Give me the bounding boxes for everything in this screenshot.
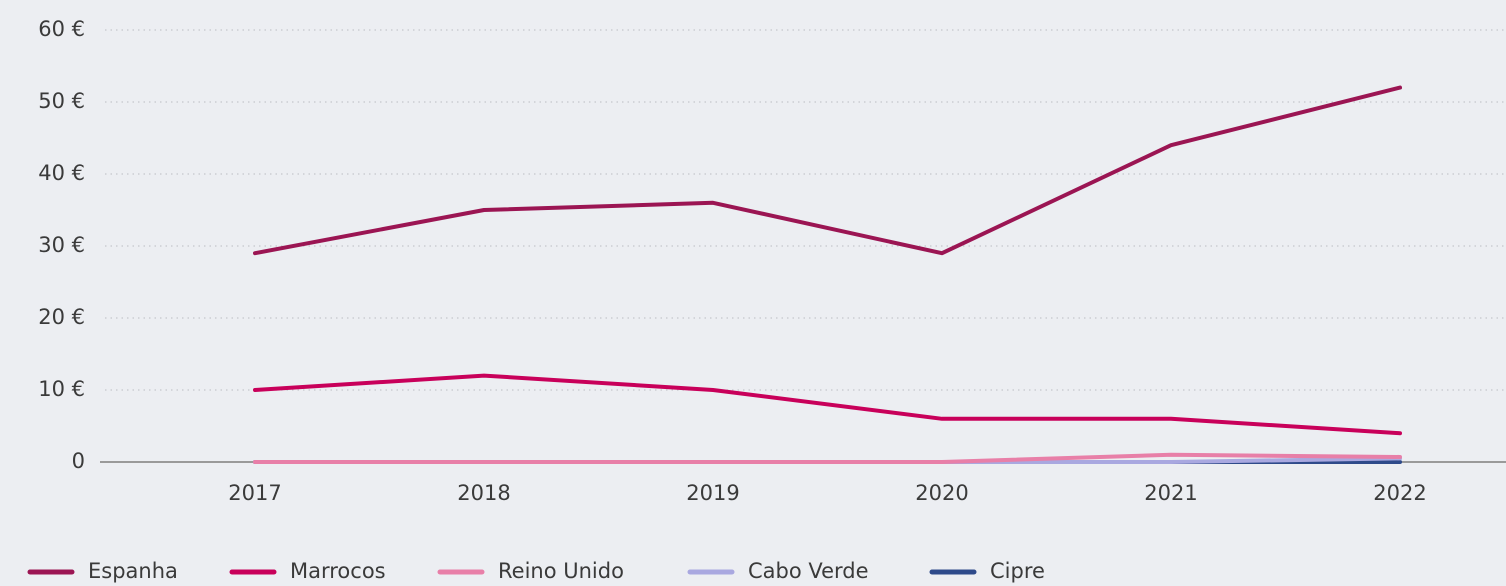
series-line bbox=[253, 85, 1402, 256]
series-line bbox=[253, 452, 1402, 464]
legend-label: Cabo Verde bbox=[748, 559, 869, 583]
y-tick-label: 60 € bbox=[38, 17, 85, 41]
legend-label: Marrocos bbox=[290, 559, 386, 583]
y-tick-label: 20 € bbox=[38, 305, 85, 329]
x-tick-label: 2022 bbox=[1373, 481, 1426, 505]
y-tick-label: 10 € bbox=[38, 377, 85, 401]
y-tick-label: 0 bbox=[72, 449, 85, 473]
series-line bbox=[253, 373, 1402, 436]
x-tick-label: 2019 bbox=[686, 481, 739, 505]
x-tick-label: 2020 bbox=[915, 481, 968, 505]
x-tick-label: 2018 bbox=[457, 481, 510, 505]
legend-label: Cipre bbox=[990, 559, 1045, 583]
y-tick-label: 50 € bbox=[38, 89, 85, 113]
y-tick-label: 30 € bbox=[38, 233, 85, 257]
legend-label: Reino Unido bbox=[498, 559, 624, 583]
x-tick-label: 2017 bbox=[228, 481, 281, 505]
x-tick-label: 2021 bbox=[1144, 481, 1197, 505]
legend-label: Espanha bbox=[88, 559, 178, 583]
y-tick-label: 40 € bbox=[38, 161, 85, 185]
